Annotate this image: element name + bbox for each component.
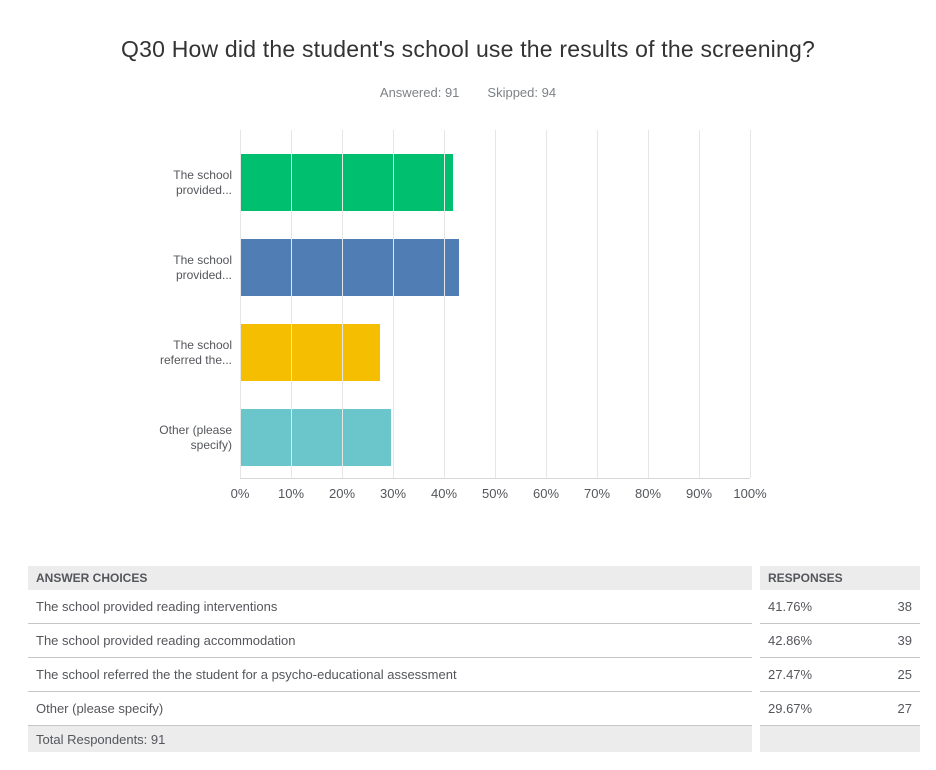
gridline (750, 130, 751, 478)
results-table: ANSWER CHOICES RESPONSES The school prov… (28, 566, 920, 752)
skipped-count: Skipped: 94 (487, 85, 557, 100)
table-row: Other (please specify) 29.67% 27 (28, 692, 920, 726)
category-label-other: Other (please specify) (0, 409, 232, 466)
bar-school-referred-assessment (240, 324, 381, 381)
table-footer-row: Total Respondents: 91 (28, 726, 920, 752)
column-gap (752, 566, 760, 590)
response-count: 38 (897, 599, 912, 614)
answer-choices-header: ANSWER CHOICES (28, 566, 752, 590)
bar-school-provided-accommodation (240, 239, 459, 296)
response-percent: 29.67% (768, 701, 813, 716)
x-tick-label: 90% (685, 486, 713, 501)
column-gap (752, 692, 760, 726)
response-cell: 42.86% 39 (760, 624, 920, 658)
response-percent: 41.76% (768, 599, 813, 614)
response-count: 39 (897, 633, 912, 648)
category-label-line: Other (please (159, 422, 232, 437)
category-label-line: The school (173, 167, 232, 182)
category-label-line: The school (173, 337, 232, 352)
response-cell: 29.67% 27 (760, 692, 920, 726)
answered-count: Answered: 91 (379, 85, 460, 100)
gridline (495, 130, 496, 478)
response-cell: 41.76% 38 (760, 590, 920, 624)
gridline (240, 130, 241, 478)
responses-header-label: RESPONSES (768, 571, 843, 585)
category-label-line: The school (173, 252, 232, 267)
answer-cell: The school referred the the student for … (28, 658, 752, 692)
category-label-line: specify) (190, 437, 232, 452)
table-row: The school referred the the student for … (28, 658, 920, 692)
table-header-row: ANSWER CHOICES RESPONSES (28, 566, 920, 590)
bar-other-please-specify (240, 409, 392, 466)
column-gap (752, 658, 760, 692)
table-row: The school provided reading accommodatio… (28, 624, 920, 658)
response-cell: 27.47% 25 (760, 658, 920, 692)
answer-cell: Other (please specify) (28, 692, 752, 726)
table-row: The school provided reading intervention… (28, 590, 920, 624)
x-tick-label: 60% (532, 486, 560, 501)
gridline (546, 130, 547, 478)
response-percent: 42.86% (768, 633, 813, 648)
x-tick-label: 30% (379, 486, 407, 501)
bar-chart: The school provided... The school provid… (0, 130, 936, 510)
gridline (648, 130, 649, 478)
x-tick-label: 80% (634, 486, 662, 501)
category-label-accommodation: The school provided... (0, 239, 232, 296)
x-tick-label: 50% (481, 486, 509, 501)
footer-response-cell (760, 726, 920, 752)
response-count: 25 (897, 667, 912, 682)
x-tick-label: 20% (328, 486, 356, 501)
x-tick-label: 70% (583, 486, 611, 501)
category-label-line: referred the... (159, 352, 232, 367)
responses-header: RESPONSES (760, 566, 920, 590)
x-tick-label: 40% (430, 486, 458, 501)
total-respondents: Total Respondents: 91 (28, 726, 752, 752)
gridline (291, 130, 292, 478)
response-percent: 27.47% (768, 667, 813, 682)
category-label-line: provided... (175, 267, 232, 282)
answer-cell: The school provided reading intervention… (28, 590, 752, 624)
x-axis: 0% 10% 20% 30% 40% 50% 60% 70% 80% 90% 100% (231, 486, 767, 506)
page-title: Q30 How did the student's school use the… (121, 36, 815, 62)
answer-cell: The school provided reading accommodatio… (28, 624, 752, 658)
category-label-referred: The school referred the... (0, 324, 232, 381)
plot-area (240, 130, 751, 479)
response-meta: Answered: 91 Skipped: 94 (0, 85, 936, 100)
category-label-line: provided... (175, 182, 232, 197)
x-tick-label: 10% (277, 486, 305, 501)
gridline (444, 130, 445, 478)
gridline (699, 130, 700, 478)
x-tick-label: 100% (733, 486, 767, 501)
column-gap (752, 624, 760, 658)
category-label-interventions: The school provided... (0, 154, 232, 211)
response-count: 27 (897, 701, 912, 716)
x-tick-label: 0% (230, 486, 250, 501)
gridline (393, 130, 394, 478)
bar-school-provided-interventions (240, 154, 453, 211)
column-gap (752, 590, 760, 624)
gridline (342, 130, 343, 478)
column-gap (752, 726, 760, 752)
gridline (597, 130, 598, 478)
